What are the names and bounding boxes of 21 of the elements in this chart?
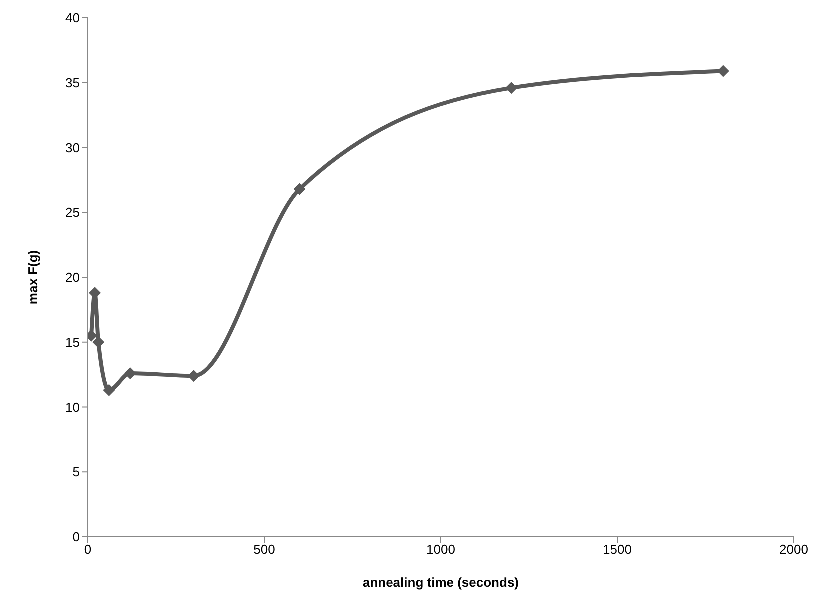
y-tick-label: 15 (66, 334, 80, 350)
x-axis-title: annealing time (seconds) (362, 575, 520, 590)
x-tick-label: 500 (254, 542, 276, 558)
y-tick-label: 0 (72, 530, 80, 545)
x-tick-label: 0 (84, 542, 92, 558)
y-tick-label: 35 (66, 75, 80, 90)
y-tick-label: 25 (66, 205, 80, 220)
point (92, 336, 105, 348)
y-axis-title: max F(g) (26, 250, 41, 305)
y-tick-label: 40 (66, 10, 80, 26)
y-tick-label: 20 (66, 270, 80, 286)
x-tick-label: 1000 (426, 542, 456, 558)
point (506, 82, 518, 94)
y-tick-label: 5 (72, 464, 80, 480)
y-tick-label: 30 (66, 140, 80, 156)
point (294, 183, 306, 196)
x-tick-label: 1500 (603, 542, 632, 558)
x-tick-label: 2000 (780, 542, 808, 558)
point (103, 384, 116, 396)
y-tick-label: 10 (66, 400, 80, 415)
point (124, 368, 136, 380)
